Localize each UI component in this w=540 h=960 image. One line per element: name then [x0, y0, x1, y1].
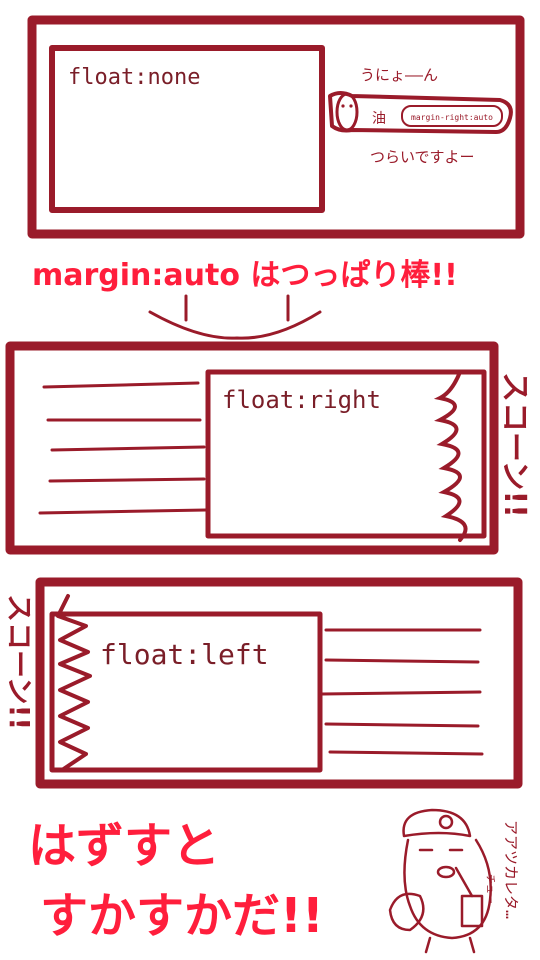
panel-1-label: float:none	[68, 65, 200, 90]
panel-3-label: float:left	[100, 638, 269, 671]
panel-2-speed-lines	[38, 381, 208, 515]
panel-3-sfx: スコーン!!	[3, 594, 36, 730]
panel-3-box	[49, 611, 323, 773]
panel-3-speed-lines	[320, 628, 484, 756]
margin-caption: margin:auto はつっぱり棒!!	[32, 258, 458, 293]
panel-1-box	[49, 45, 325, 213]
panel-2-sfx: スコーン!!	[497, 372, 532, 518]
panel-2-squiggle	[433, 370, 468, 542]
panel-3: float:left スコーン!!	[3, 577, 523, 789]
panel-2: float:right スコーン!!	[5, 341, 532, 555]
oil-label: 油	[372, 111, 386, 127]
margin-right-tag	[401, 105, 503, 127]
tired-character	[388, 808, 492, 954]
bottom-caption-line1: はずすと	[28, 818, 220, 874]
bottom-caption: はずすと すかすかだ!!	[28, 818, 324, 944]
panel-3-frame	[35, 577, 523, 789]
panel-3-zigzag	[56, 594, 92, 772]
margin-caption-group: margin:auto はつっぱり棒!!	[32, 258, 458, 340]
panel-2-frame	[5, 341, 499, 555]
margin-right-label: margin-right:auto	[411, 113, 493, 122]
svg-text:スコーン!!: スコーン!!	[3, 594, 36, 730]
painful-text: つらいですよー	[370, 148, 475, 166]
panel-2-box	[205, 369, 487, 539]
panel-1-frame	[27, 15, 525, 239]
panel-2-label: float:right	[222, 386, 381, 414]
bottom-caption-line2: すかすかだ!!	[40, 888, 324, 944]
svg-text:スコーン!!: スコーン!!	[497, 372, 532, 518]
stretch-text: うにょ——ん	[360, 66, 438, 84]
sip-sound: チュー	[484, 874, 496, 904]
tired-thought: アアツカレタ…	[502, 820, 520, 919]
panel-1: float:none 油 margin-right:auto うにょ——ん つら…	[27, 15, 525, 239]
bracket-arrow	[148, 294, 322, 340]
rod-end-face	[335, 92, 359, 132]
